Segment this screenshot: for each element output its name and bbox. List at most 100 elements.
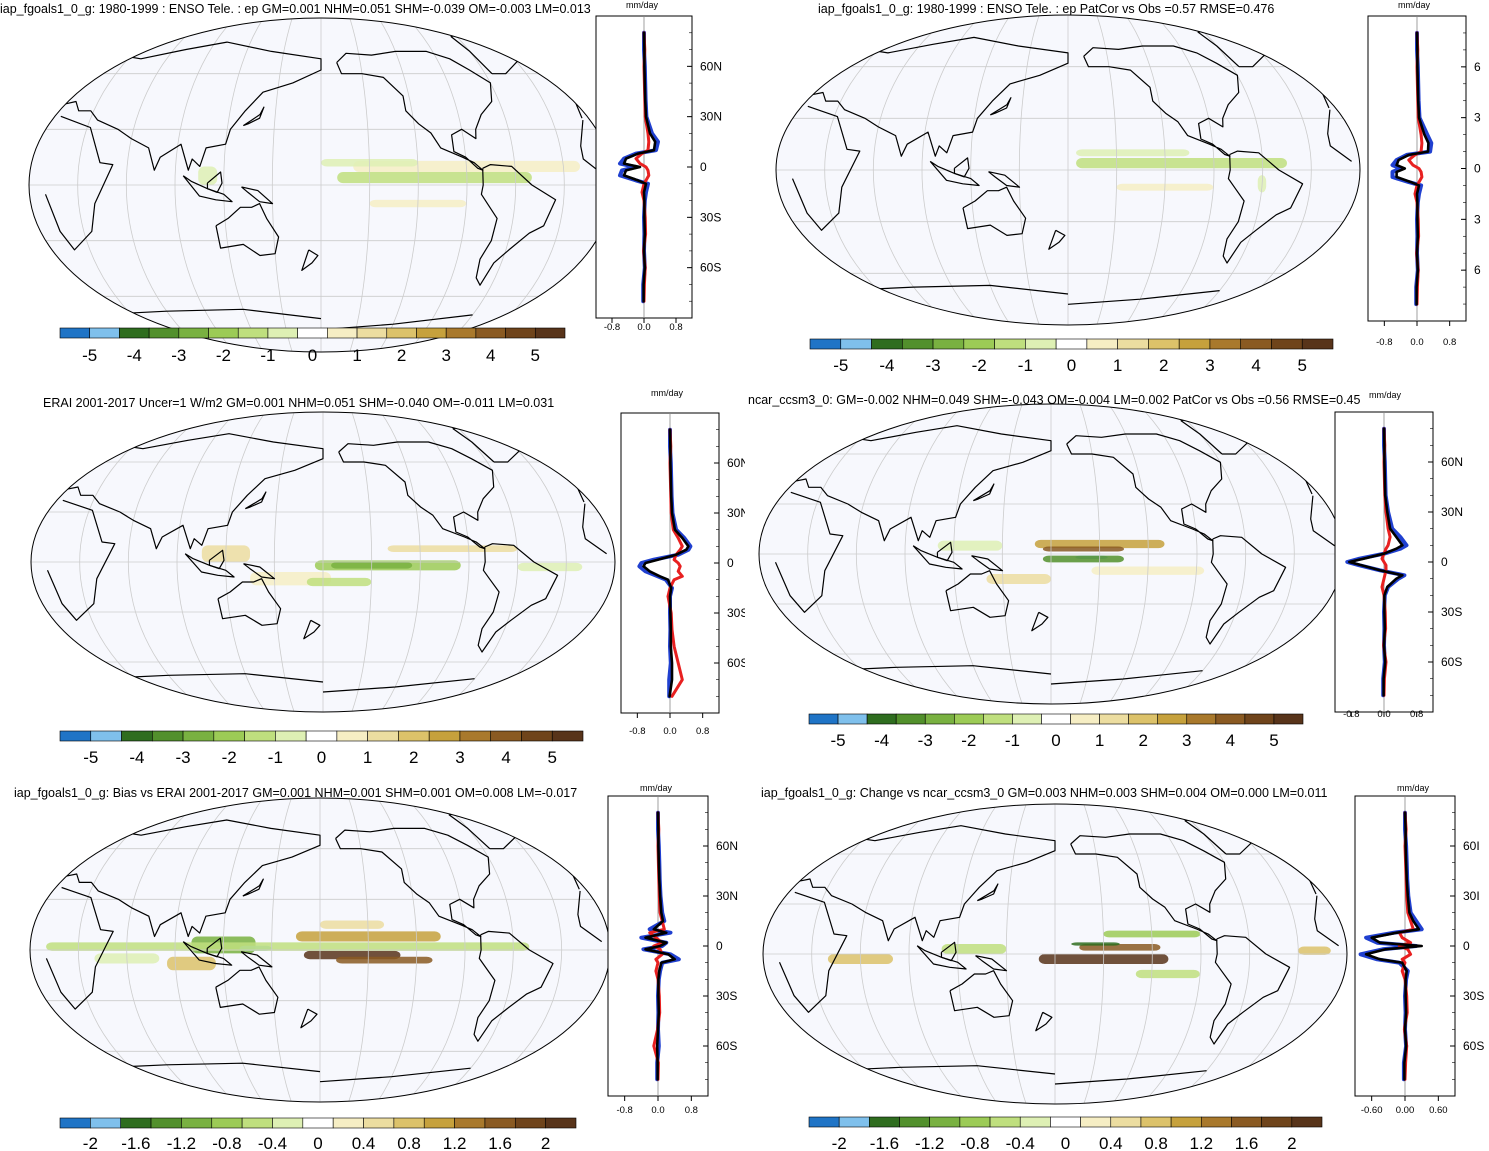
anomaly-patch	[1042, 546, 1124, 552]
coastline-eurasia	[792, 825, 1317, 942]
coastline-namerica	[335, 827, 491, 938]
colorbar-tick-label: 4	[1251, 356, 1260, 375]
profile-y-tick-label: 0	[700, 160, 707, 174]
colorbar-box	[490, 730, 522, 742]
coastline-borneo	[206, 937, 223, 958]
colorbar-tick-label: -0.8	[212, 1134, 241, 1151]
panel-3: ERAI 2001-2017 Uncer=1 W/m2 GM=0.001 NHM…	[0, 384, 745, 768]
coastline-nz	[1035, 1011, 1053, 1032]
coastline-japan	[244, 491, 267, 510]
coastline-indonesia	[916, 945, 967, 970]
coastline-indonesia	[912, 545, 963, 570]
colorbar-box	[241, 1117, 273, 1129]
colorbar-box	[423, 1117, 455, 1129]
colorbar-tick-label: -5	[830, 731, 845, 750]
colorbar-tick-label: 1.6	[488, 1134, 512, 1151]
coastline-australia	[945, 570, 1010, 618]
colorbar-box	[869, 1116, 900, 1128]
anomaly-patch	[306, 577, 372, 587]
profile-x-tick-label: 0.0	[1377, 709, 1390, 720]
panel-5: iap_fgoals1_0_g: Bias vs ERAI 2001-2017 …	[0, 768, 745, 1151]
colorbar-tick-label: -1.2	[915, 1134, 944, 1151]
coastline-borneo	[206, 171, 223, 193]
profile-series-mean_line	[622, 31, 657, 303]
profile-x-tick-label: 0.0	[651, 1105, 664, 1116]
panel-1-chart: -5 -4 -3 -2 -1 0 1 2 3 4 5 60N 30N 0 30S 60S -0.8 0.0 0.8	[28, 15, 722, 365]
colorbar-tick-label: 0	[1061, 1134, 1070, 1151]
coastline-borneo	[936, 541, 953, 562]
colorbar-box	[59, 730, 92, 742]
coastline-japan	[989, 97, 1012, 116]
anomaly-patch	[1071, 942, 1120, 946]
colorbar-box	[148, 327, 180, 339]
colorbar-tick-label: -3	[171, 346, 186, 365]
colorbar-box	[356, 327, 388, 339]
colorbar-box	[808, 713, 839, 725]
profile-y-tick-label: 0	[1474, 162, 1481, 176]
coastline-nz	[1048, 229, 1066, 250]
colorbar-box	[1271, 338, 1303, 350]
profile-y-tick-label: 60N	[1441, 455, 1463, 469]
colorbar-tick-label: 2	[397, 346, 406, 365]
profile-x-tick-label: 0.60	[1429, 1105, 1448, 1116]
colorbar-box	[1157, 713, 1188, 725]
colorbar-tick-label: 1	[352, 346, 361, 365]
colorbar-box	[1128, 713, 1159, 725]
colorbar-box	[181, 1117, 213, 1129]
coastline-australia	[217, 578, 282, 626]
colorbar-tick-label: -4	[874, 731, 889, 750]
coastline-borneo	[953, 157, 970, 178]
coastline-indonesia	[182, 941, 233, 966]
colorbar-box	[454, 1117, 486, 1129]
colorbar-box	[1070, 713, 1100, 725]
colorbar-tick-label: -2	[832, 1134, 847, 1151]
colorbar-tick-label: -0.4	[1006, 1134, 1035, 1151]
profile-y-tick-label: 60S	[1441, 655, 1462, 669]
colorbar-box	[1012, 713, 1042, 725]
colorbar-box	[416, 327, 447, 339]
coastline-samerica	[473, 930, 554, 1042]
coastline-nz	[1031, 611, 1049, 632]
colorbar-tick-label: -1.6	[121, 1134, 150, 1151]
panel-2-chart: -5 -4 -3 -2 -1 0 1 2 3 4 5 6 3 0 3 6 -0.8 0.0 0.8	[775, 14, 1481, 375]
colorbar-tick-label: 0	[1051, 731, 1060, 750]
coastline-borneo	[940, 941, 957, 962]
profile-y-tick-label: 60S	[716, 1039, 737, 1053]
colorbar-box	[244, 730, 276, 742]
anomaly-patch	[1298, 946, 1331, 955]
coastline-australia	[215, 203, 280, 257]
colorbar-box	[1050, 1116, 1081, 1128]
colorbar-box	[924, 713, 955, 725]
profile-x-tick-label: -0.8	[604, 322, 620, 333]
colorbar-box	[120, 1117, 152, 1129]
colorbar-tick-label: 2	[541, 1134, 550, 1151]
profile-x-tick-label: 0.0	[663, 726, 676, 737]
colorbar-box	[1055, 338, 1088, 350]
colorbar-box	[840, 338, 872, 350]
colorbar-box	[182, 730, 215, 742]
panel-1: iap_fgoals1_0_g: 1980-1999 : ENSO Tele. …	[0, 0, 745, 384]
colorbar-box	[534, 327, 566, 339]
colorbar-box	[90, 730, 122, 742]
profile-x-tick-label: 0.8	[696, 726, 709, 737]
colorbar-box	[305, 730, 338, 742]
colorbar-box	[838, 1116, 870, 1128]
profile-y-tick-label: 30N	[700, 110, 722, 124]
colorbar-box	[150, 1117, 182, 1129]
coastline-namerica	[336, 50, 493, 171]
colorbar-box	[178, 327, 209, 339]
profile-y-tick-label: 0	[716, 939, 723, 953]
colorbar-box	[1215, 713, 1246, 725]
colorbar-tick-label: -2	[222, 748, 237, 767]
profile-y-tick-label: 30S	[1463, 989, 1484, 1003]
colorbar-tick-label: 3	[455, 748, 464, 767]
colorbar-box	[901, 338, 934, 350]
coastline-ng	[971, 555, 1004, 572]
colorbar-box	[1178, 338, 1211, 350]
colorbar-tick-label: -5	[82, 346, 97, 365]
colorbar-tick-label: -4	[127, 346, 142, 365]
colorbar-tick-label: 5	[531, 346, 540, 365]
colorbar-box	[1041, 713, 1071, 725]
coastline-australia	[215, 966, 279, 1015]
profile-x-tick-label: -0.60	[1361, 1105, 1383, 1116]
